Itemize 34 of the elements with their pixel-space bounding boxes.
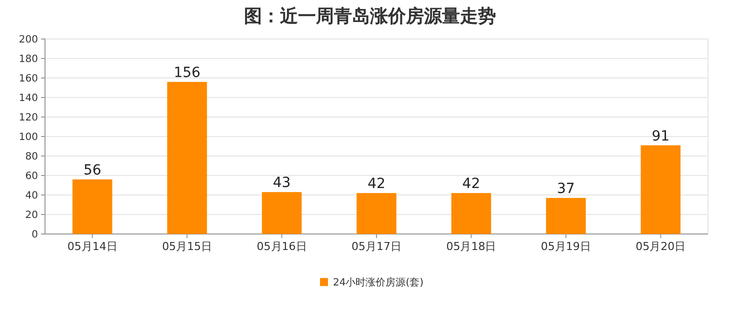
x-tick-label: 05月15日 [162, 240, 212, 253]
y-tick-label: 20 [25, 210, 38, 221]
y-tick-label: 60 [25, 171, 38, 182]
legend-label: 24小时涨价房源(套) [333, 276, 424, 288]
bar [167, 82, 207, 234]
bar [72, 179, 112, 234]
data-label: 43 [272, 175, 291, 192]
chart-title: 图：近一周青岛涨价房源量走势 [244, 6, 496, 27]
x-tick-label: 05月19日 [540, 240, 591, 253]
y-tick-label: 0 [32, 230, 38, 240]
x-tick-label: 05月18日 [446, 240, 496, 253]
data-label: 91 [652, 128, 670, 144]
y-tick-label: 40 [25, 190, 38, 202]
bar [640, 145, 681, 234]
x-tick-label: 05月20日 [636, 240, 686, 253]
y-tick-label: 160 [18, 74, 38, 84]
y-tick-label: 80 [25, 152, 38, 162]
bar [451, 193, 492, 234]
y-tick-label: 180 [18, 54, 38, 65]
x-tick-label: 05月17日 [352, 240, 402, 253]
bar [546, 198, 586, 234]
y-tick-label: 200 [18, 34, 38, 46]
bar [262, 192, 302, 234]
data-label: 42 [462, 176, 480, 192]
data-label: 156 [174, 64, 201, 81]
x-tick-label: 05月16日 [256, 240, 307, 253]
x-tick-label: 05月14日 [67, 240, 118, 253]
y-tick-label: 140 [18, 93, 38, 104]
data-label: 56 [83, 162, 102, 178]
data-label: 37 [557, 180, 575, 197]
data-label: 42 [368, 176, 386, 192]
y-tick-label: 100 [18, 132, 38, 143]
y-tick-label: 120 [18, 112, 38, 124]
bar [356, 193, 396, 234]
